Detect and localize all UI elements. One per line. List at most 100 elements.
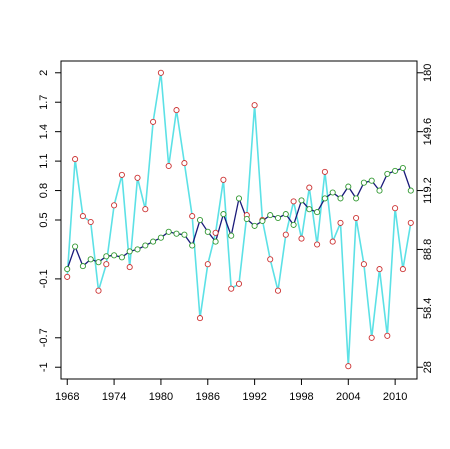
data-point [103,261,110,268]
data-point [392,205,399,212]
data-point [111,202,118,209]
data-point [157,234,164,241]
data-point [274,287,282,294]
data-point [321,168,328,175]
data-point [353,195,360,202]
data-point [337,195,344,202]
y-right-tick-label: 180 [422,64,434,82]
data-point [103,253,110,260]
data-point [399,164,406,172]
data-point [204,228,211,235]
data-point [267,212,274,219]
data-point [111,252,118,259]
axes: 1968 1974 1980 1986 1992 1998 2004 2010 -1 -0.7 -0… [38,64,434,403]
data-point [353,214,360,222]
data-point [181,160,188,167]
data-point [220,176,227,183]
data-point [79,263,86,270]
y-right-tick-label: 28 [422,361,434,373]
data-point [235,195,243,202]
data-point [142,242,149,249]
data-point [79,213,86,220]
data-point [376,187,383,194]
y-right-tick-label: 119.2 [422,177,434,204]
data-point [345,363,352,370]
data-point [368,334,375,341]
data-point [118,254,125,261]
data-point [290,221,297,228]
data-point [329,238,336,245]
y-left-tick-label: -0.7 [38,328,50,347]
data-point [407,187,414,194]
x-tick-label: 2004 [336,391,360,403]
data-point [228,232,235,239]
data-point [196,315,204,322]
data-point [142,206,149,213]
x-tick-label: 1986 [196,391,220,403]
data-point [64,266,71,273]
data-point [220,211,227,218]
data-point [345,183,352,190]
data-point [282,211,289,218]
plot-frame [60,60,418,380]
y-left-tick-label: -0.1 [38,269,50,288]
data-point [259,217,266,225]
data-point [321,195,328,202]
data-point [64,273,71,280]
data-point [72,243,79,250]
y-right-tick-label: 58.4 [422,298,434,319]
y-left-tick-label: -1 [38,362,50,372]
data-point [165,228,172,235]
data-point [306,206,313,213]
data-point [298,197,305,204]
data-point [360,261,367,268]
data-point [360,179,367,186]
data-point [165,162,172,170]
data-point [407,219,414,226]
data-point [251,222,258,229]
data-point [72,156,79,163]
data-point [399,266,406,273]
data-point [95,259,102,266]
data-point [118,171,125,178]
y-left-tick-label: 1.4 [38,124,50,139]
data-point [189,242,196,249]
data-point [329,189,336,196]
data-point [337,219,344,226]
data-point [392,167,399,174]
data-point [243,215,250,223]
series-group [64,69,414,370]
x-tick-label: 1998 [289,391,313,403]
data-point [251,102,258,109]
data-point [212,238,219,245]
data-point [157,69,164,76]
data-point [173,230,180,237]
series-line-2 [66,167,412,270]
data-point [235,280,243,287]
data-point [274,214,282,222]
data-point [150,238,157,245]
data-point [196,216,204,224]
data-point [212,229,219,236]
y-left-tick-label: 2 [38,70,50,76]
data-point [282,231,289,238]
data-point [134,174,141,181]
data-point [204,261,211,268]
y-right-tick-label: 88.8 [422,239,434,260]
data-point [181,231,188,238]
data-point [267,256,274,263]
y-left-tick-label: 1.1 [38,153,50,168]
x-tick-label: 1980 [149,391,173,403]
x-tick-label: 1992 [242,391,266,403]
y-left-tick-label: 0.8 [38,183,50,198]
data-point [150,118,157,125]
y-left-tick-label: 1.7 [38,95,50,110]
data-point [306,184,313,191]
data-point [376,266,383,273]
data-point [314,241,321,248]
y-right-tick-label: 149.6 [422,118,434,146]
data-point [368,177,375,184]
x-tick-label: 1974 [102,391,126,403]
data-point [134,246,141,253]
